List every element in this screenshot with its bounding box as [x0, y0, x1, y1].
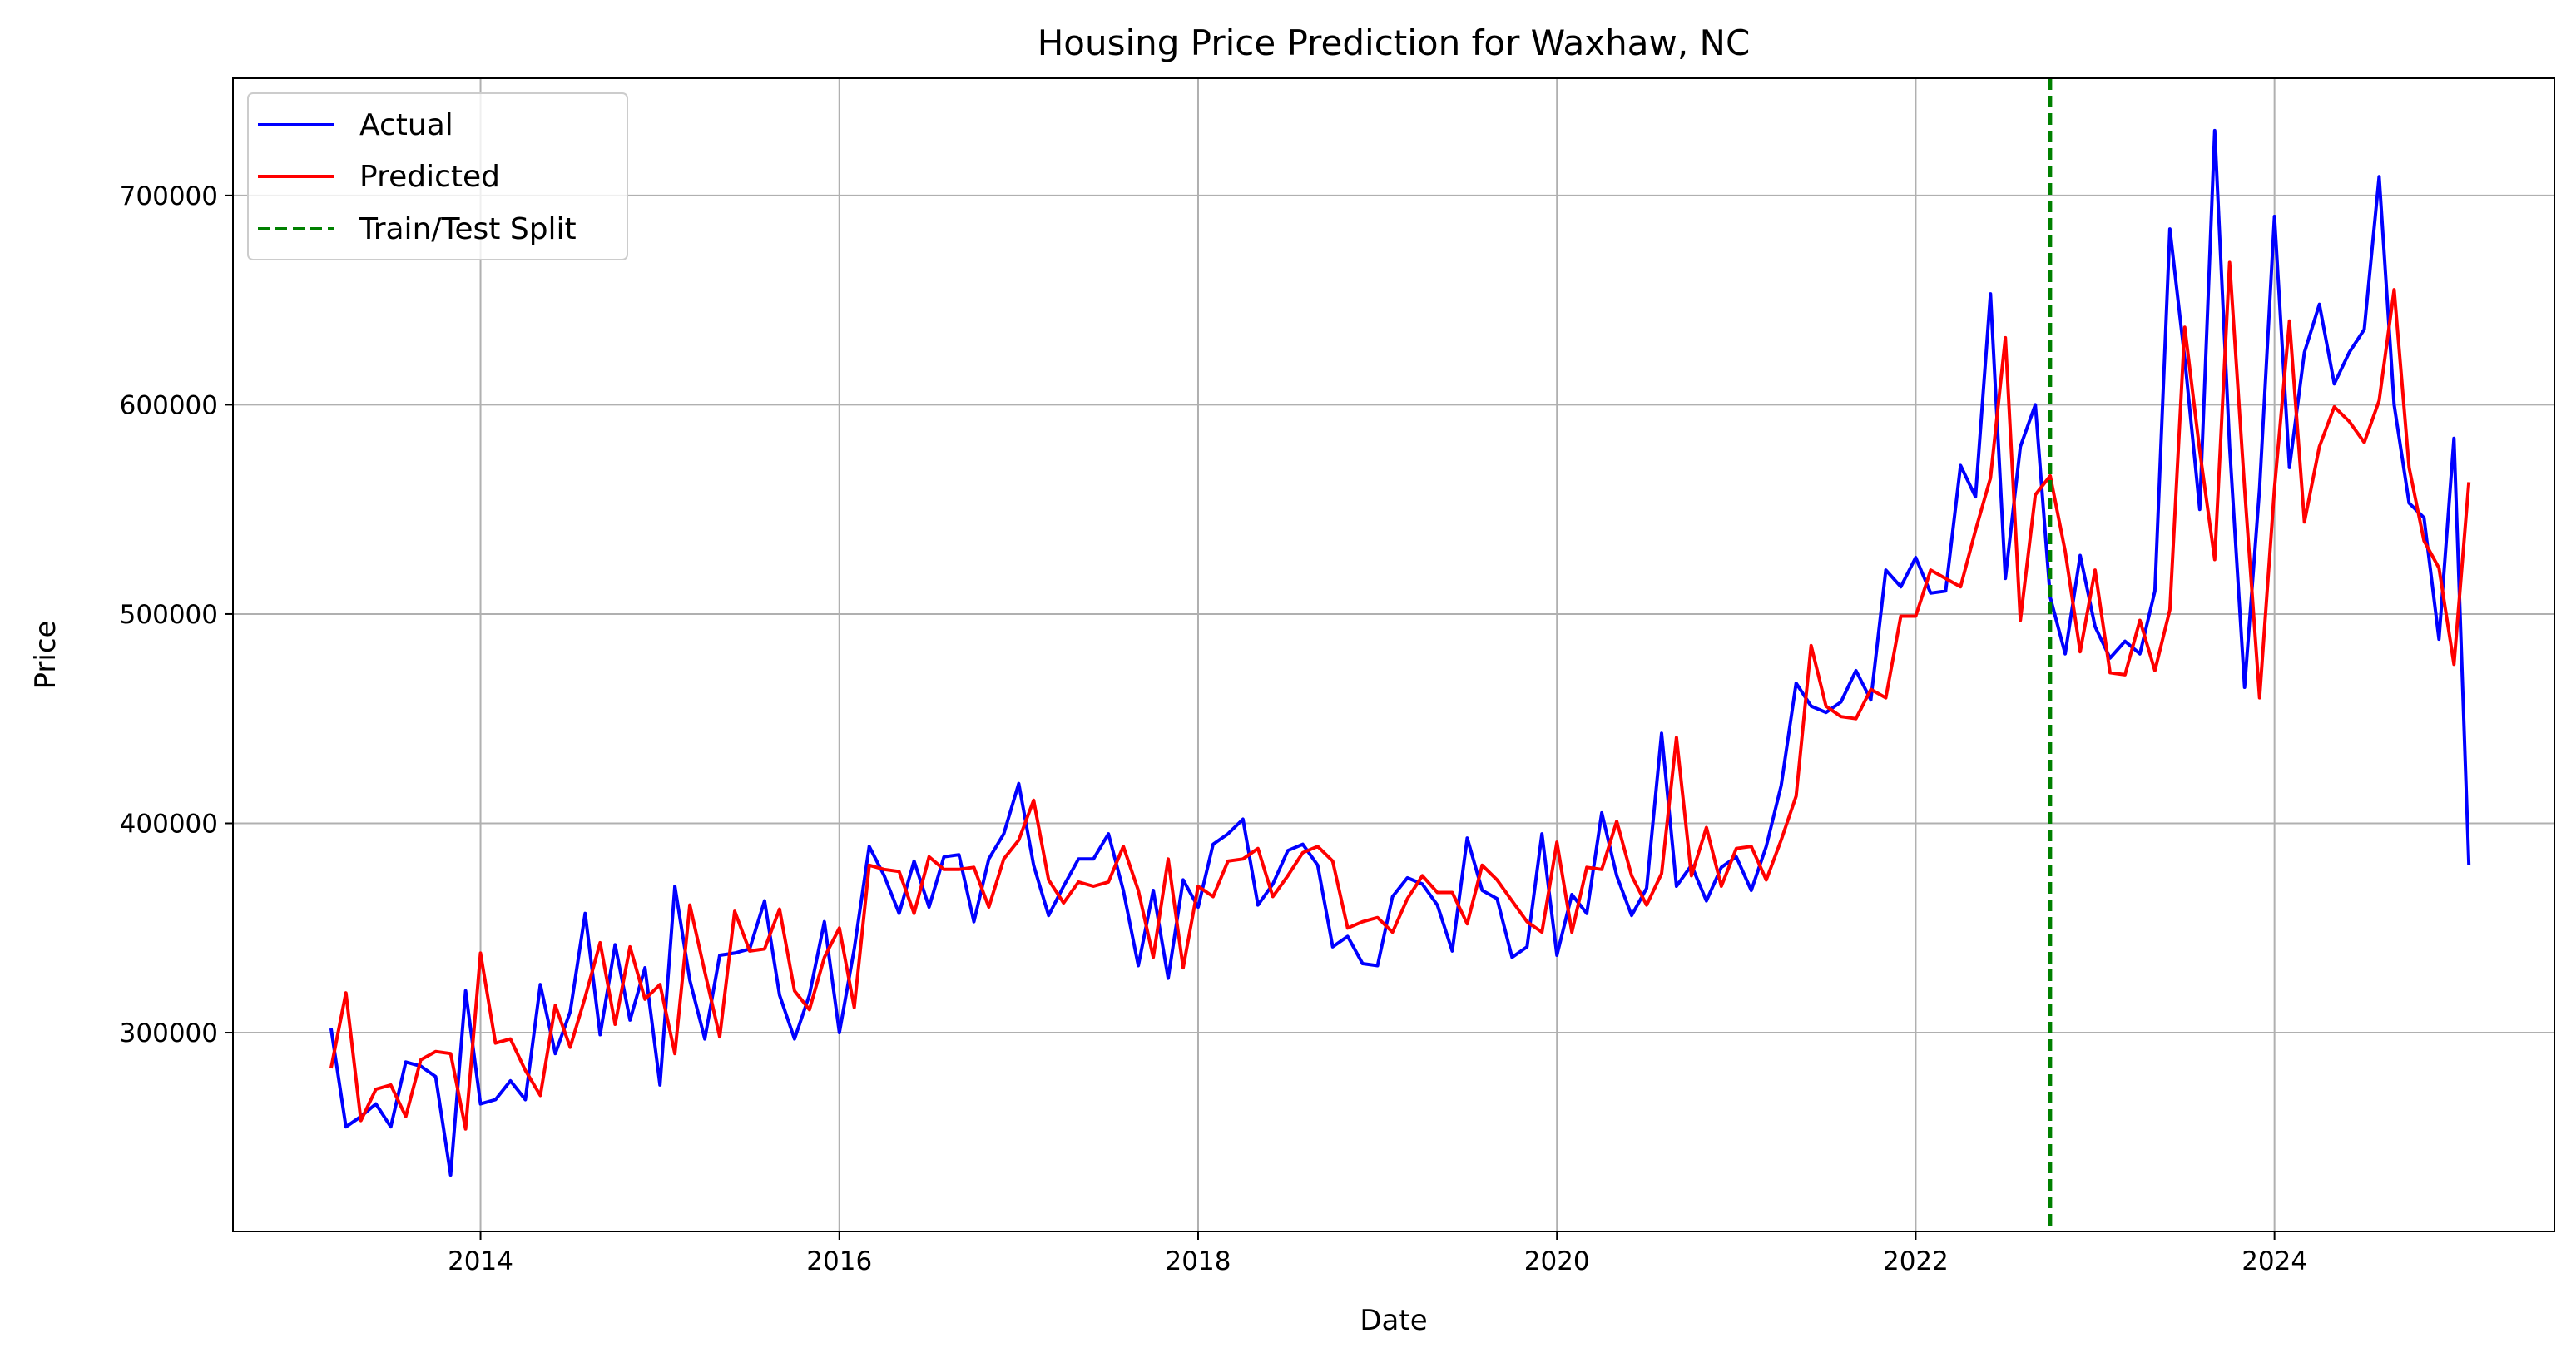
x-tick-label: 2014 — [448, 1247, 513, 1276]
y-tick-label: 300000 — [120, 1019, 218, 1048]
grid — [233, 78, 2554, 1232]
series-lines — [329, 78, 2471, 1232]
axis-ticks: 2014 2016 2018 2020 2022 2024 300000 400000 5000… — [120, 181, 2307, 1276]
x-tick-label: 2024 — [2242, 1247, 2307, 1276]
y-tick-label: 500000 — [120, 600, 218, 630]
axes-frame — [232, 77, 2555, 1232]
y-tick-label: 600000 — [120, 390, 218, 420]
x-axis-label: Date — [1360, 1304, 1427, 1337]
chart-title: Housing Price Prediction for Waxhaw, NC — [1038, 22, 1751, 63]
series-line-predicted — [329, 260, 2471, 1131]
legend-box — [247, 92, 628, 260]
legend-label-split: Train/Test Split — [359, 212, 577, 246]
x-tick-label: 2016 — [806, 1247, 872, 1276]
legend-label-actual: Actual — [359, 108, 453, 142]
x-tick-label: 2020 — [1524, 1247, 1590, 1276]
y-tick-label: 400000 — [120, 809, 218, 839]
x-tick-label: 2018 — [1166, 1247, 1231, 1276]
y-axis-label: Price — [29, 621, 62, 690]
legend-label-predicted: Predicted — [359, 160, 500, 194]
y-tick-label: 700000 — [120, 181, 218, 211]
legend: Actual Predicted Train/Test Split — [247, 92, 628, 260]
series-line-actual — [329, 128, 2471, 1177]
x-tick-label: 2022 — [1883, 1247, 1949, 1276]
